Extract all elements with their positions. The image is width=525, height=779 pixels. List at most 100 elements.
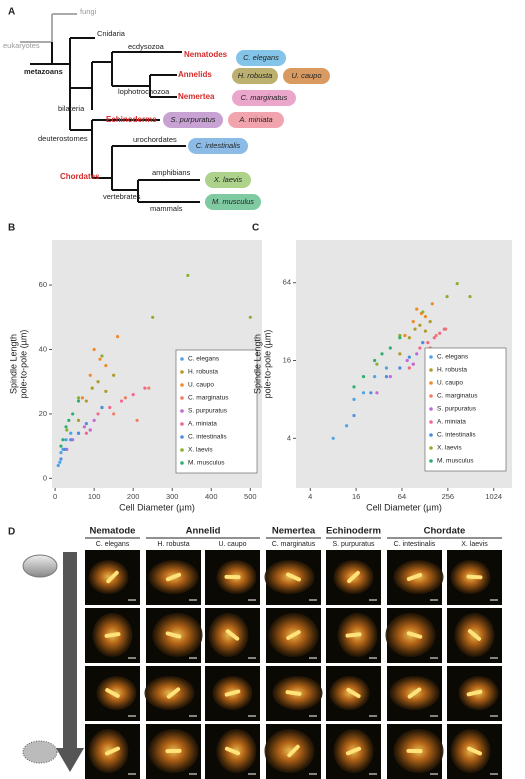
- legend-swatch: [429, 394, 433, 398]
- point: [88, 428, 92, 432]
- legend-swatch: [180, 422, 184, 426]
- point: [59, 444, 63, 448]
- point: [415, 307, 419, 311]
- legend-swatch: [180, 383, 184, 387]
- point: [84, 399, 88, 403]
- point: [104, 389, 108, 393]
- point: [88, 373, 92, 377]
- legend-label: X. laevis: [437, 445, 462, 452]
- clade-label: Nematodes: [184, 50, 228, 59]
- point: [131, 392, 135, 397]
- species-name: X. laevis: [213, 175, 243, 184]
- point: [407, 366, 411, 370]
- spindle: [165, 748, 182, 754]
- legend-swatch: [429, 459, 433, 463]
- micrograph-cell: [264, 729, 315, 773]
- point: [115, 335, 120, 339]
- spindle: [346, 687, 361, 699]
- legend-swatch: [429, 368, 433, 372]
- x-tick-label: 1024: [485, 492, 502, 501]
- species-name: U. caupo: [291, 71, 321, 80]
- spindle: [345, 746, 362, 756]
- point: [69, 438, 73, 442]
- point: [135, 418, 139, 422]
- x-tick-label: 256: [442, 492, 455, 501]
- spindle: [345, 632, 362, 638]
- species-pill: [188, 138, 248, 154]
- point: [455, 281, 459, 286]
- micrographs: Nematode C. elegans Annelid H. robusta U. ca…: [85, 526, 502, 779]
- micrograph-cell: [88, 560, 129, 594]
- point: [405, 358, 409, 363]
- point: [418, 323, 422, 327]
- panel-label: C: [252, 223, 259, 234]
- tree-label: amphibians: [152, 168, 191, 177]
- species-pill: [205, 172, 251, 188]
- y-tick-label: 0: [43, 473, 47, 482]
- point: [76, 431, 81, 435]
- point: [375, 362, 379, 366]
- point: [104, 364, 108, 368]
- point: [123, 396, 127, 400]
- spindle: [224, 746, 241, 756]
- legend-label: M. musculus: [188, 460, 225, 467]
- point: [59, 450, 63, 455]
- spindle: [466, 689, 483, 697]
- point: [426, 341, 430, 345]
- y-tick-label: 40: [39, 344, 47, 353]
- x-axis-label: Cell Diameter (µm): [366, 502, 442, 512]
- point: [373, 375, 377, 379]
- point: [151, 315, 155, 319]
- species-name: H. robusta: [238, 71, 273, 80]
- y-axis-label: pole-to-pole (µm): [18, 330, 28, 399]
- legend-swatch: [180, 396, 184, 400]
- group-header: Echinoderm: [326, 526, 381, 537]
- point: [415, 352, 419, 356]
- y-tick-label: 64: [283, 278, 291, 287]
- point: [76, 418, 81, 422]
- species-header: H. robusta: [157, 541, 189, 548]
- point: [352, 413, 356, 418]
- tree-label: fungi: [80, 7, 97, 16]
- point: [96, 380, 100, 384]
- panel-label: D: [8, 527, 15, 538]
- legend-box: [175, 349, 258, 474]
- spindle: [165, 572, 182, 582]
- micrograph-cell: [208, 613, 249, 657]
- legend-label: U. caupo: [437, 380, 463, 387]
- spindle: [286, 630, 301, 640]
- micrograph-cell: [144, 676, 195, 710]
- point: [108, 405, 112, 410]
- point: [96, 412, 100, 416]
- point: [421, 341, 425, 345]
- point: [100, 405, 104, 410]
- spindle: [285, 690, 302, 696]
- spindle: [286, 572, 301, 582]
- point: [418, 346, 422, 350]
- species-pill: [163, 112, 223, 128]
- point: [398, 336, 402, 340]
- spindle: [105, 746, 120, 756]
- species-name: A. miniata: [238, 115, 272, 124]
- legend-swatch: [429, 446, 433, 450]
- x-axis-label: Cell Diameter (µm): [119, 502, 195, 512]
- spindle: [466, 574, 483, 580]
- tree-label: eukaryotes: [3, 41, 40, 50]
- spindle: [467, 629, 482, 641]
- legend-swatch: [180, 461, 184, 465]
- point: [76, 399, 81, 403]
- point: [384, 366, 389, 370]
- y-axis-label: Spindle Length: [252, 334, 262, 394]
- point: [398, 333, 402, 338]
- group-header: Chordate: [424, 526, 466, 537]
- y-tick-label: 16: [283, 355, 291, 364]
- legend-label: C. marginatus: [437, 393, 478, 400]
- point: [112, 412, 116, 416]
- point: [434, 333, 438, 338]
- point: [112, 373, 116, 377]
- point: [61, 438, 65, 442]
- x-tick-label: 16: [352, 492, 360, 501]
- species-name: C. intestinalis: [196, 141, 241, 150]
- species-pill: [232, 68, 278, 84]
- point: [411, 362, 415, 366]
